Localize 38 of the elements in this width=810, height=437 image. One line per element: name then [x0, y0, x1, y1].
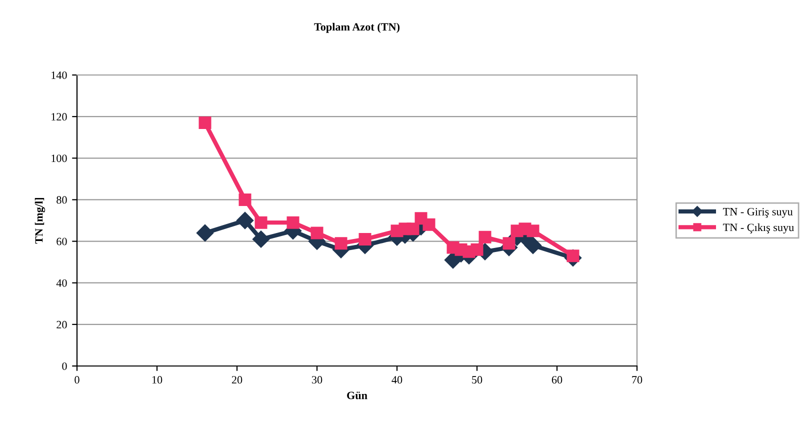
x-tick-label: 70 — [632, 376, 642, 384]
point — [334, 237, 348, 250]
point — [310, 226, 324, 240]
chart-title: Toplam Azot (TN) — [314, 22, 400, 33]
x-tick-label: 20 — [232, 376, 242, 384]
y-tick-label: 80 — [56, 196, 67, 204]
y-tick-label: 120 — [52, 113, 67, 121]
x-tick-label: 60 — [552, 376, 562, 384]
point — [502, 237, 516, 250]
point — [252, 230, 270, 248]
point — [422, 218, 436, 231]
y-tick-label: 0 — [62, 362, 67, 370]
x-tick-label: 50 — [472, 376, 482, 384]
y-tick-label: 40 — [56, 279, 67, 287]
point — [238, 193, 252, 206]
x-tick-label: 30 — [312, 376, 322, 384]
point — [358, 232, 372, 246]
point — [470, 243, 484, 256]
point — [198, 116, 212, 130]
point — [236, 212, 254, 230]
point — [254, 216, 268, 229]
x-axis-title: Gün — [347, 392, 368, 400]
y-tick-label: 20 — [56, 320, 67, 328]
x-tick-label: 10 — [152, 376, 162, 384]
y-tick-label: 100 — [52, 154, 67, 162]
legend-label: TN - Giriş suyu — [723, 208, 793, 218]
y-axis-title: TN [mg/l] — [34, 198, 46, 244]
point — [526, 224, 540, 238]
y-tick-label: 140 — [52, 71, 67, 79]
point — [406, 222, 420, 236]
x-tick-label: 40 — [392, 376, 402, 384]
point — [286, 216, 300, 229]
point — [196, 224, 214, 242]
y-tick-label: 60 — [56, 238, 67, 246]
point — [524, 236, 542, 254]
point — [478, 230, 492, 244]
x-tick-label: 0 — [74, 376, 80, 384]
legend-label: TN - Çıkış suyu — [723, 223, 794, 234]
